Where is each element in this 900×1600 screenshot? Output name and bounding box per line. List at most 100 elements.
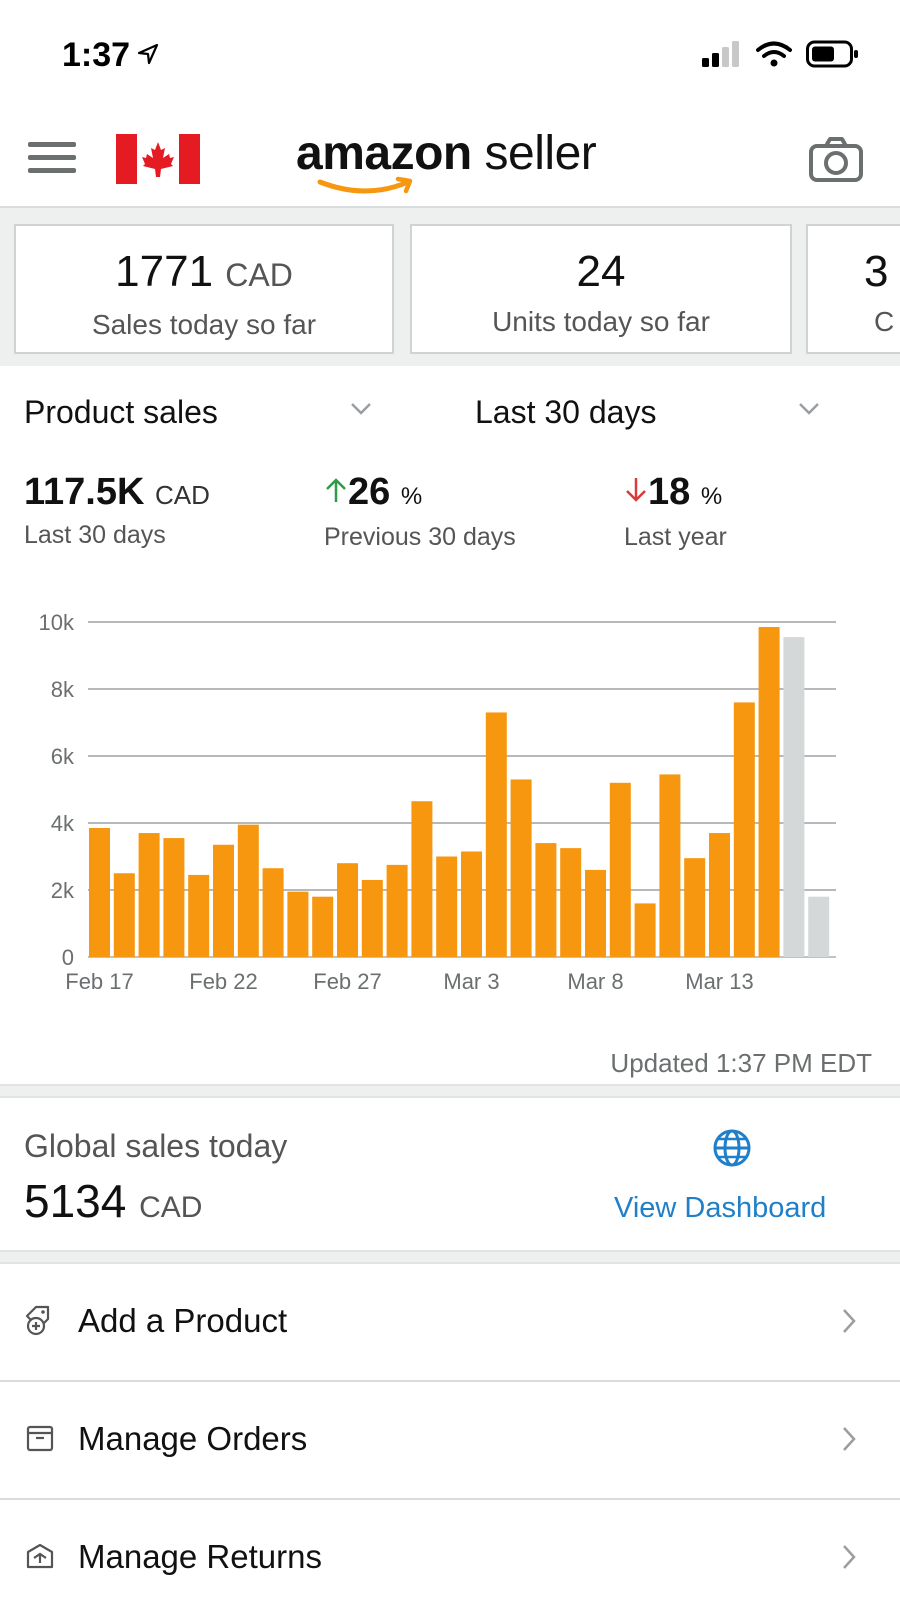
section-divider (0, 1084, 900, 1098)
sales-summary: 117.5K CAD Last 30 days 26 % Previous 30… (0, 460, 900, 560)
section-divider (0, 1250, 900, 1264)
menu-item-manage-orders[interactable]: Manage Orders (0, 1382, 900, 1500)
chart-bar[interactable] (461, 851, 482, 957)
third-metric-value: 3 (864, 247, 889, 296)
status-indicators (702, 40, 860, 73)
total-sales-label: Last 30 days (24, 521, 166, 549)
chart-bar[interactable] (485, 712, 507, 957)
last-year-change-unit: % (700, 483, 723, 510)
y-tick-label: 10k (39, 610, 75, 635)
arrow-up-icon (324, 471, 348, 513)
battery-icon (806, 40, 860, 73)
previous-period-label: Previous 30 days (324, 523, 516, 551)
arrow-down-icon (624, 471, 648, 513)
camera-icon[interactable] (808, 136, 864, 184)
canada-flag-icon[interactable] (116, 134, 200, 184)
global-sales-unit: CAD (139, 1191, 203, 1224)
menu-item-manage-returns[interactable]: Manage Returns (0, 1500, 900, 1600)
tag-plus-icon (24, 1304, 56, 1336)
chart-bar[interactable] (411, 801, 433, 957)
chart-bar[interactable] (436, 856, 458, 958)
clock-text: 1:37 (62, 36, 131, 74)
y-tick-label: 6k (51, 744, 75, 769)
chart-bar[interactable] (733, 702, 755, 957)
chart-bar[interactable] (510, 779, 532, 957)
chart-bar[interactable] (808, 896, 830, 957)
chevron-down-icon[interactable] (798, 402, 820, 416)
x-tick-label: Feb 27 (313, 969, 382, 994)
chart-bar[interactable] (585, 869, 606, 957)
chart-bar[interactable] (262, 868, 284, 957)
x-tick-label: Feb 22 (189, 969, 258, 994)
box-icon (24, 1422, 56, 1454)
sales-bar-chart[interactable]: 10k 8k 6k 4k 2k 0 Feb 17 Feb 22 Feb 27 Mar 3 Mar 8… (0, 600, 900, 1040)
chevron-right-icon (843, 1545, 856, 1569)
y-tick-label: 2k (51, 878, 75, 903)
chart-bar[interactable] (709, 833, 730, 957)
chart-bar[interactable] (312, 896, 334, 957)
chevron-right-icon (843, 1309, 856, 1333)
date-range-dropdown[interactable]: Last 30 days (475, 394, 657, 430)
x-tick-label: Mar 13 (685, 969, 753, 994)
global-sales-value: 5134 (24, 1175, 127, 1227)
chevron-down-icon[interactable] (350, 402, 372, 416)
view-dashboard-link[interactable]: View Dashboard (614, 1192, 827, 1224)
chart-bar[interactable] (634, 903, 656, 957)
menu-item-add-product[interactable]: Add a Product (0, 1264, 900, 1382)
globe-icon[interactable] (712, 1128, 752, 1168)
last-year-change-value: 18 (648, 471, 691, 513)
metric-dropdown[interactable]: Product sales (24, 394, 218, 430)
chart-bar[interactable] (138, 833, 160, 957)
chart-bar[interactable] (213, 844, 234, 957)
global-sales-section: Global sales today 5134 CAD View Dashboa… (0, 1100, 900, 1250)
last-year-summary: 18 % Last year (624, 470, 727, 552)
chart-bar[interactable] (758, 627, 780, 957)
total-sales-unit: CAD (155, 480, 210, 510)
status-time: 1:37 (62, 36, 160, 75)
chart-bar[interactable] (89, 828, 110, 957)
chart-bar[interactable] (287, 891, 309, 957)
sales-today-value: 1771 (115, 247, 214, 296)
chart-bar[interactable] (684, 858, 706, 957)
global-sales-label: Global sales today (24, 1128, 288, 1164)
chart-bar[interactable] (386, 864, 408, 957)
chart-bar[interactable] (659, 774, 681, 957)
updated-timestamp: Updated 1:37 PM EDT (610, 1048, 872, 1078)
x-tick-label: Mar 3 (443, 969, 499, 994)
chart-bar[interactable] (188, 874, 210, 957)
previous-change-unit: % (400, 483, 423, 510)
chart-bar[interactable] (163, 838, 185, 957)
x-tick-label: Mar 8 (567, 969, 623, 994)
total-sales-summary: 117.5K CAD Last 30 days (24, 470, 210, 550)
chart-bar[interactable] (113, 873, 135, 957)
status-bar: 1:37 (0, 0, 900, 110)
chevron-right-icon (843, 1427, 856, 1451)
sales-today-card[interactable]: 1771 CAD Sales today so far (14, 224, 394, 354)
units-today-label: Units today so far (492, 306, 710, 337)
chart-bar[interactable] (337, 863, 358, 957)
chart-bar[interactable] (609, 782, 631, 957)
chart-bar[interactable] (535, 843, 557, 957)
action-menu: Add a Product Manage Orders Manage Retur… (0, 1264, 900, 1600)
units-today-card[interactable]: 24 Units today so far (410, 224, 792, 354)
previous-change-value: 26 (348, 471, 391, 513)
previous-period-summary: 26 % Previous 30 days (324, 470, 516, 552)
chart-bar[interactable] (237, 824, 259, 957)
metric-cards-carousel[interactable]: 1771 CAD Sales today so far 24 Units tod… (0, 208, 900, 366)
menu-item-label: Manage Orders (78, 1420, 308, 1457)
sales-today-label: Sales today so far (91, 309, 317, 340)
x-tick-label: Feb 17 (65, 969, 134, 994)
chart-bar[interactable] (783, 637, 805, 957)
third-metric-card[interactable]: 3 C (806, 224, 900, 354)
hamburger-menu-icon[interactable] (28, 142, 76, 178)
third-metric-label: C (874, 306, 895, 337)
chart-bar[interactable] (361, 879, 383, 957)
chart-bar[interactable] (560, 848, 582, 957)
last-year-label: Last year (624, 523, 727, 551)
wifi-icon (756, 41, 792, 72)
y-tick-label: 8k (51, 677, 75, 702)
menu-item-label: Add a Product (78, 1302, 288, 1339)
return-box-icon (24, 1540, 56, 1572)
chart-selectors: Product sales Last 30 days (0, 366, 900, 456)
